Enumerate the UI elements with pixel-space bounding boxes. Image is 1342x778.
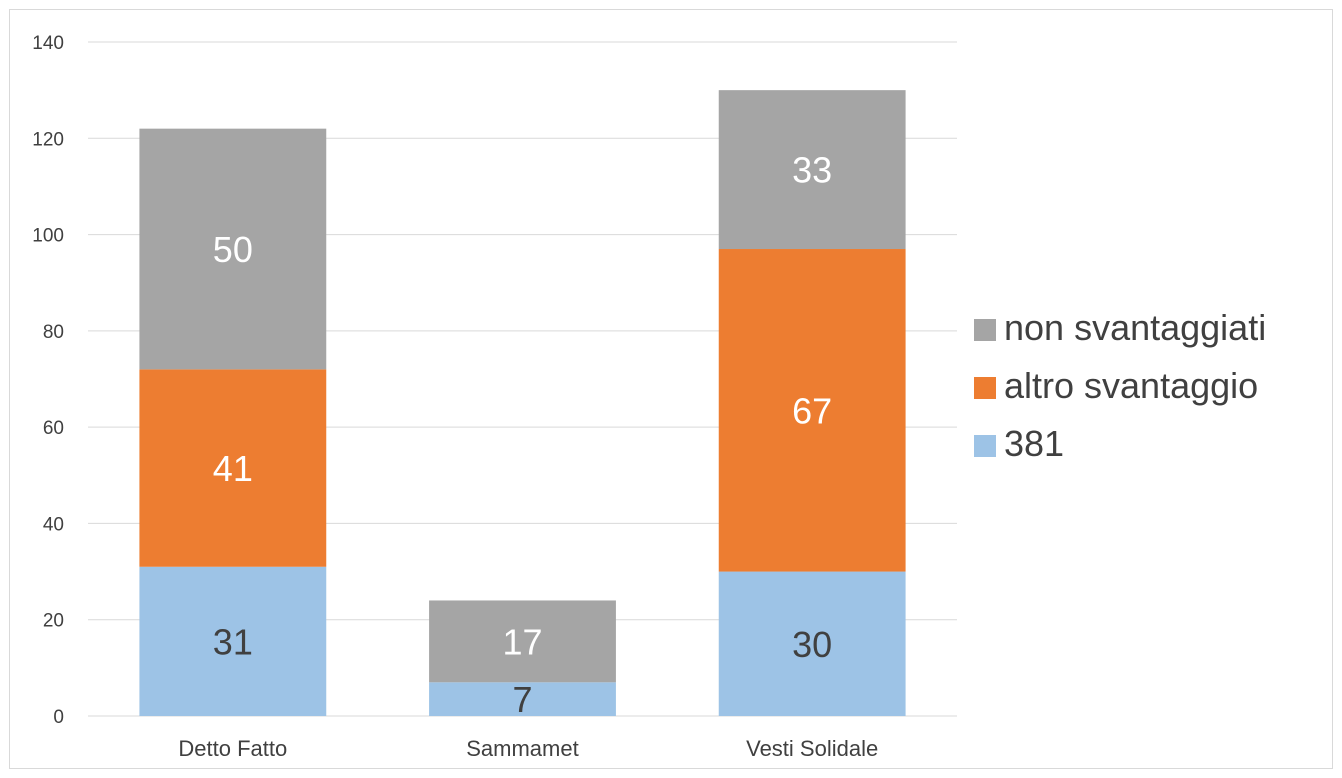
bar-segment (718, 90, 906, 250)
y-tick-label: 80 (43, 322, 64, 343)
legend-swatch (974, 377, 996, 399)
bar-segment (718, 571, 906, 716)
bar-value-label: 50 (213, 229, 253, 270)
bar-segment (718, 249, 906, 572)
legend-swatch (974, 435, 996, 457)
legend-label: non svantaggiati (1004, 307, 1266, 348)
bar-labels: 31 41 50 7 17 30 67 33 (213, 150, 832, 721)
bar-value-label: 7 (512, 679, 532, 720)
bar-segment (139, 128, 327, 370)
legend-swatch (974, 319, 996, 341)
legend-label: 381 (1004, 423, 1064, 464)
y-axis-ticks: 0 20 40 60 80 100 120 140 (32, 33, 64, 728)
x-tick-label: Detto Fatto (178, 736, 287, 761)
y-tick-label: 40 (43, 514, 64, 535)
bar-value-label: 30 (792, 624, 832, 665)
y-tick-label: 100 (32, 226, 64, 247)
bar-value-label: 33 (792, 150, 832, 191)
bar-value-label: 67 (792, 390, 832, 431)
bar-segment (429, 600, 616, 683)
bar-value-label: 17 (502, 621, 542, 662)
bar-segment (139, 369, 327, 567)
bar-value-label: 31 (213, 621, 253, 662)
legend: non svantaggiati altro svantaggio 381 (974, 307, 1266, 464)
y-tick-label: 20 (43, 611, 64, 632)
y-tick-label: 120 (32, 129, 64, 150)
y-tick-label: 140 (32, 33, 64, 54)
legend-label: altro svantaggio (1004, 365, 1258, 406)
bars (139, 90, 906, 716)
x-tick-label: Sammamet (466, 736, 578, 761)
x-axis-ticks: Detto Fatto Sammamet Vesti Solidale (178, 736, 878, 761)
bar-value-label: 41 (213, 448, 253, 489)
x-tick-label: Vesti Solidale (746, 736, 878, 761)
y-tick-label: 60 (43, 418, 64, 439)
y-tick-label: 0 (53, 707, 64, 728)
bar-segment (139, 566, 327, 716)
bar-segment (429, 682, 616, 716)
